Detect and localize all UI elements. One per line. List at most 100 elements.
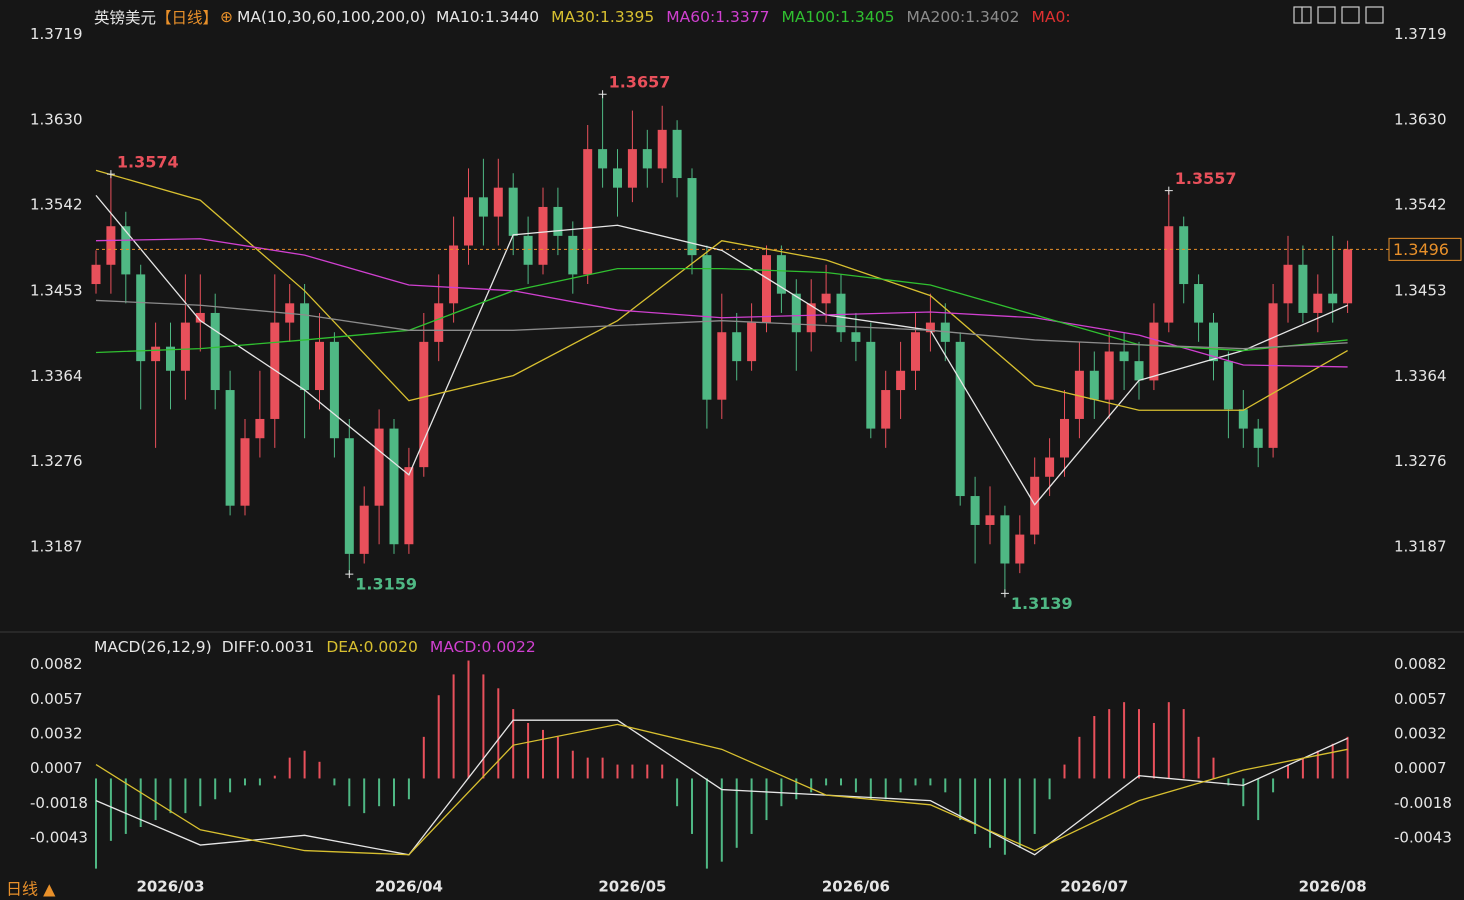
candle-body bbox=[136, 274, 146, 362]
candle-body bbox=[91, 264, 101, 285]
macd-bar bbox=[705, 778, 708, 869]
macd-bar bbox=[1331, 743, 1334, 779]
tool-icon[interactable] bbox=[1365, 6, 1384, 24]
macd-bar bbox=[899, 778, 902, 793]
candle-body bbox=[1209, 322, 1218, 362]
candle-body bbox=[627, 149, 637, 188]
macd-bar bbox=[348, 778, 351, 807]
extreme-marker bbox=[1164, 186, 1173, 195]
symbol-title: 英镑美元 bbox=[94, 9, 157, 27]
candle-body bbox=[478, 197, 488, 217]
candle-body bbox=[911, 332, 920, 371]
tool-icon[interactable] bbox=[1317, 6, 1336, 24]
candle-body bbox=[389, 428, 399, 545]
macd-bar bbox=[1078, 736, 1081, 779]
y-tick-label: 0.0032 bbox=[30, 725, 83, 743]
macd-legend-items: DIFF:0.0031 DEA:0.0020 MACD:0.0022 bbox=[222, 638, 536, 656]
candle-body bbox=[1343, 249, 1353, 304]
y-tick-label-right: -0.0018 bbox=[1394, 794, 1452, 812]
candle-body bbox=[851, 332, 861, 342]
x-tick-label: 2026/05 bbox=[598, 878, 666, 896]
macd-bar bbox=[1346, 736, 1349, 779]
extreme-label: 1.3159 bbox=[355, 575, 417, 594]
candle-body bbox=[1164, 226, 1174, 323]
toolbar[interactable] bbox=[1293, 6, 1384, 24]
macd-bar bbox=[288, 757, 291, 779]
macd-bar bbox=[363, 778, 366, 814]
macd-bar bbox=[989, 778, 991, 848]
y-tick-label-right: 0.0082 bbox=[1394, 655, 1447, 673]
x-tick-label: 2026/03 bbox=[136, 878, 204, 896]
y-tick-label: 1.3276 bbox=[30, 452, 83, 470]
macd-bar bbox=[1108, 709, 1111, 779]
macd-bar bbox=[1152, 722, 1155, 779]
indicator-title[interactable]: MA(10,30,60,100,200,0) bbox=[237, 8, 426, 26]
period-switch[interactable]: 日线 ▲ bbox=[6, 880, 56, 899]
y-tick-label-right: -0.0043 bbox=[1394, 829, 1452, 847]
candle-body bbox=[553, 206, 563, 236]
y-tick-label: 1.3364 bbox=[30, 367, 83, 385]
y-tick-label-right: 0.0007 bbox=[1394, 759, 1447, 777]
candle-body bbox=[702, 255, 712, 400]
period-label[interactable]: 【日线】 bbox=[156, 9, 219, 27]
candle-body bbox=[821, 293, 831, 304]
candle-body bbox=[1179, 226, 1189, 285]
candle-body bbox=[523, 235, 533, 265]
macd-bar bbox=[184, 778, 187, 814]
candle-body bbox=[434, 303, 444, 342]
candle-body bbox=[359, 505, 369, 554]
y-tick-label-right: 1.3276 bbox=[1394, 452, 1447, 470]
macd-bar bbox=[1272, 778, 1275, 793]
candle-body bbox=[1089, 370, 1099, 400]
candle-body bbox=[598, 149, 608, 169]
candle-body bbox=[151, 346, 161, 362]
y-tick-label: -0.0043 bbox=[30, 829, 88, 847]
y-tick-label-right: 0.0057 bbox=[1394, 690, 1447, 708]
macd-bar bbox=[646, 764, 649, 779]
candle-body bbox=[404, 467, 414, 545]
ma-legend-item: MA30:1.3395 bbox=[551, 8, 655, 26]
indicator-line bbox=[95, 723, 1348, 856]
candle-body bbox=[419, 341, 429, 468]
extreme-marker bbox=[106, 170, 115, 179]
indicator-line bbox=[95, 169, 1348, 411]
last-price-label: 1.3496 bbox=[1393, 240, 1449, 259]
macd-bar bbox=[437, 695, 440, 779]
macd-bar bbox=[1003, 778, 1006, 855]
macd-bar bbox=[1242, 778, 1245, 807]
macd-bar bbox=[378, 778, 381, 807]
candle-body bbox=[672, 129, 682, 179]
macd-bar bbox=[1182, 709, 1185, 779]
extreme-marker bbox=[598, 90, 607, 99]
candle-body bbox=[300, 303, 310, 391]
candle-body bbox=[195, 312, 205, 323]
candle-body bbox=[166, 346, 175, 371]
candle-body bbox=[180, 322, 190, 371]
extreme-label: 1.3657 bbox=[609, 73, 671, 92]
macd-bar bbox=[482, 674, 485, 779]
candle-body bbox=[1223, 361, 1233, 410]
macd-bar bbox=[750, 778, 753, 834]
ma-legend: MA10:1.3440 MA30:1.3395 MA60:1.3377 MA100:1… bbox=[436, 8, 1071, 26]
tool-icon[interactable] bbox=[1341, 6, 1360, 24]
candle-body bbox=[717, 332, 727, 400]
candle-body bbox=[449, 245, 459, 304]
indicator-line bbox=[95, 299, 1348, 350]
macd-bar bbox=[512, 709, 515, 779]
candle-body bbox=[747, 322, 757, 362]
y-tick-label: 1.3630 bbox=[30, 111, 83, 129]
candle-body bbox=[836, 293, 846, 333]
candle-body bbox=[1328, 293, 1338, 304]
y-tick-label: 1.3719 bbox=[30, 25, 83, 43]
macd-bar bbox=[825, 778, 828, 786]
indicator-line bbox=[95, 719, 1348, 856]
macd-bar bbox=[944, 778, 947, 793]
macd-bar bbox=[601, 757, 604, 779]
add-icon[interactable]: ⊕ bbox=[220, 8, 234, 26]
candle-body bbox=[329, 341, 339, 439]
y-tick-label: 1.3542 bbox=[30, 196, 83, 214]
indicator-line bbox=[95, 238, 1348, 368]
y-tick-label-right: 1.3453 bbox=[1394, 281, 1447, 299]
candle-body bbox=[225, 390, 235, 506]
extreme-label: 1.3557 bbox=[1175, 169, 1237, 188]
